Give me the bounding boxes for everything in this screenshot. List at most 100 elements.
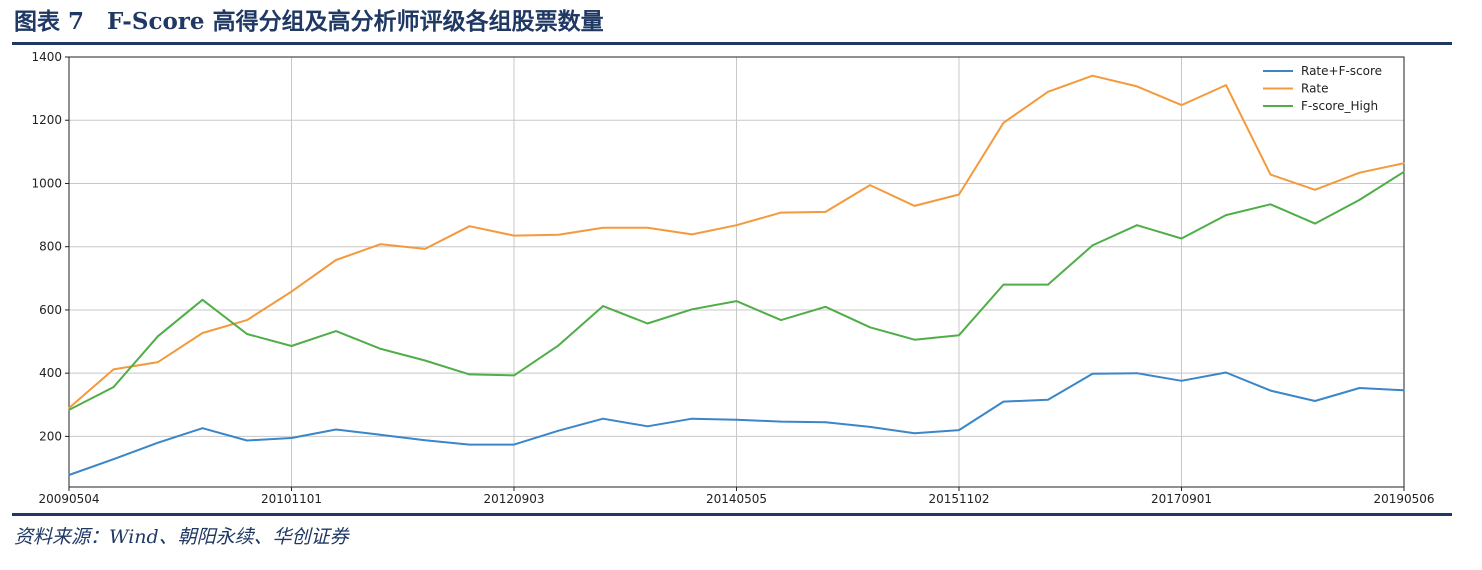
y-axis-ticks: 200 400 600 800 1000 1200 1400 (31, 50, 69, 443)
data-point (246, 319, 248, 321)
data-point (958, 429, 960, 431)
data-point (958, 193, 960, 196)
data-point (290, 345, 293, 347)
y-tick-label: 800 (39, 240, 62, 254)
data-point (1269, 389, 1272, 392)
data-point (1136, 224, 1138, 227)
data-point (201, 427, 204, 430)
title-rule (12, 42, 1452, 45)
data-point (602, 305, 604, 308)
data-point (1002, 121, 1005, 124)
data-point (1403, 162, 1405, 165)
legend-label: Rate (1301, 82, 1329, 96)
data-point (335, 428, 337, 431)
data-point (1091, 372, 1094, 375)
series (68, 74, 1405, 476)
data-point (1314, 400, 1316, 402)
x-tick-label: 20101101 (261, 492, 322, 506)
data-point (1225, 214, 1227, 216)
legend-label: F-score_High (1301, 99, 1378, 113)
data-point (869, 426, 871, 428)
data-point (379, 347, 382, 350)
figure-title: 图表 7 F-Score 高得分组及高分析师评级各组股票数量 (14, 8, 604, 35)
x-tick-label: 20090504 (38, 492, 99, 506)
data-point (780, 420, 782, 423)
data-point (913, 432, 916, 435)
x-tick-label: 20170901 (1151, 492, 1212, 506)
data-point (913, 338, 916, 341)
data-point (1225, 84, 1227, 87)
x-tick-label: 20190506 (1373, 492, 1434, 506)
data-point (735, 224, 738, 227)
data-point (869, 184, 871, 186)
source-rule (12, 513, 1452, 516)
data-point (335, 259, 337, 261)
data-point (424, 359, 426, 362)
data-point (1002, 400, 1005, 403)
data-point (691, 417, 693, 420)
data-point (602, 417, 604, 420)
grid (69, 56, 1404, 487)
data-point (157, 441, 159, 444)
data-point (780, 319, 782, 321)
data-point (869, 326, 871, 329)
data-point (780, 211, 782, 214)
x-tick-label: 20151102 (928, 492, 989, 506)
data-point (290, 437, 293, 439)
data-point (1047, 90, 1049, 93)
data-point (1180, 237, 1183, 240)
legend-label: Rate+F-score (1301, 64, 1382, 78)
data-point (68, 408, 70, 411)
x-axis-ticks: 20090504 20101101 20120903 20140505 20151102… (38, 487, 1435, 506)
y-tick-label: 200 (39, 429, 62, 443)
data-point (379, 433, 382, 436)
data-point (379, 243, 382, 246)
data-point (246, 333, 248, 335)
data-point (1136, 85, 1138, 88)
data-point (1358, 387, 1361, 389)
data-point (646, 425, 649, 428)
data-point (468, 373, 471, 376)
data-point (1314, 222, 1316, 225)
y-tick-label: 1400 (31, 50, 62, 64)
data-point (1180, 104, 1183, 106)
data-point (1047, 283, 1049, 286)
data-point (824, 421, 827, 424)
data-point (557, 344, 560, 347)
data-point (1358, 171, 1361, 174)
data-point (557, 233, 560, 236)
data-point (513, 443, 515, 446)
data-point (913, 205, 916, 207)
data-point (1314, 188, 1316, 191)
data-point (157, 335, 159, 338)
data-point (1358, 199, 1361, 201)
data-point (691, 233, 693, 236)
data-point (735, 300, 738, 302)
data-point (513, 234, 515, 237)
data-point (290, 290, 293, 293)
data-point (1225, 371, 1227, 374)
data-point (246, 439, 248, 442)
data-point (513, 374, 515, 377)
data-point (112, 368, 115, 371)
data-point (1403, 170, 1405, 173)
data-point (735, 418, 738, 421)
source-note: 资料来源：Wind、朝阳永续、华创证券 (14, 526, 349, 548)
data-point (68, 474, 70, 476)
data-point (68, 407, 70, 409)
data-point (958, 334, 960, 337)
data-point (646, 226, 649, 229)
data-point (157, 361, 159, 364)
data-point (1180, 379, 1183, 382)
data-point (201, 332, 204, 334)
data-point (1047, 398, 1049, 401)
data-point (824, 211, 827, 213)
data-point (468, 225, 471, 228)
data-point (112, 386, 115, 388)
data-point (201, 298, 204, 301)
x-tick-label: 20120903 (483, 492, 544, 506)
data-point (824, 305, 827, 308)
data-point (557, 429, 560, 432)
y-tick-label: 1200 (31, 113, 62, 127)
